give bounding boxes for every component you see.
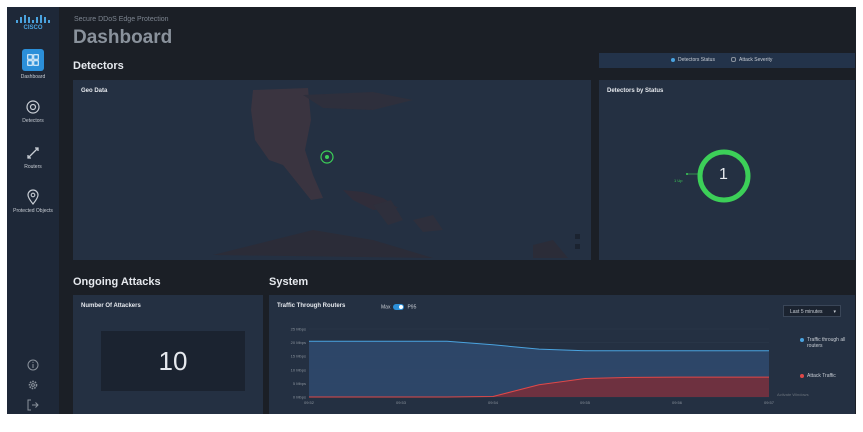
sidebar-item-label: Dashboard: [20, 74, 46, 80]
protected-objects-icon: [27, 189, 39, 205]
geo-data-panel: Geo Data: [73, 80, 591, 260]
detectors-by-status-panel: Detectors by Status 1 1 Up: [599, 80, 855, 260]
y-tick-label: 0 Mbps: [293, 395, 306, 400]
toggle-option-label: Attack Severity: [739, 57, 773, 63]
toggle-option-label: Detectors Status: [678, 57, 715, 63]
traffic-through-routers-panel: Traffic Through Routers Max P95 Last 5 mi…: [269, 295, 855, 414]
y-tick-label: 15 Mbps: [291, 354, 306, 359]
x-tick-label: 09:53: [396, 400, 407, 405]
map-zoom-in-button: [575, 234, 580, 239]
legend-item-traffic: Traffic through all routers: [800, 337, 847, 349]
detectors-heading: Detectors: [73, 60, 124, 72]
series-line-1: [309, 376, 769, 398]
status-donut-value: 1: [719, 166, 728, 183]
status-donut-ring: [697, 149, 751, 203]
sidebar-item-dashboard[interactable]: Dashboard: [7, 49, 59, 80]
app-window: cisco Dashboard Detectors Routers Protec…: [7, 7, 856, 414]
map-zoom-out-button: [575, 244, 580, 249]
windows-watermark: Activate Windows: [777, 392, 809, 397]
detectors-view-toggle: Detectors Status Attack Severity: [599, 53, 855, 68]
product-subtitle: Secure DDoS Edge Protection: [74, 16, 169, 23]
sidebar-item-label: Protected Objects: [13, 208, 53, 214]
y-tick-label: 25 Mbps: [291, 327, 306, 332]
sidebar-item-routers[interactable]: Routers: [7, 145, 59, 170]
toggle-option-attack-severity[interactable]: Attack Severity: [731, 57, 772, 63]
detector-location-marker: [320, 150, 334, 164]
series-line-0: [309, 340, 769, 352]
brand-text: cisco: [23, 25, 43, 31]
series-area-1: [309, 377, 769, 397]
logout-icon[interactable]: [26, 398, 40, 412]
y-tick-label: 20 Mbps: [291, 340, 306, 345]
panel-title: Detectors by Status: [607, 88, 664, 94]
time-range-select[interactable]: Last 5 minutes ▾: [783, 305, 841, 317]
sidebar-item-protected-objects[interactable]: Protected Objects: [7, 189, 59, 214]
sidebar-item-label: Routers: [24, 164, 42, 170]
detectors-icon: [26, 100, 40, 114]
time-range-value: Last 5 minutes: [790, 309, 823, 315]
number-of-attackers-panel: Number Of Attackers 10: [73, 295, 263, 414]
legend-label: Traffic through all routers: [807, 337, 846, 349]
y-tick-label: 5 Mbps: [293, 381, 306, 386]
status-donut-legend: 1 Up: [674, 178, 683, 183]
x-tick-label: 09:56: [672, 400, 683, 405]
switch-label-max: Max: [381, 304, 391, 311]
switch-label-p95: P95: [407, 304, 417, 311]
toggle-option-detectors-status[interactable]: Detectors Status: [671, 57, 715, 63]
cisco-logo: cisco: [15, 15, 51, 37]
x-tick-label: 09:52: [304, 400, 315, 405]
chevron-down-icon: ▾: [833, 309, 836, 315]
system-heading: System: [269, 276, 309, 288]
dashboard-icon: [27, 54, 39, 66]
legend-item-attack: Attack Traffic: [800, 373, 847, 379]
x-tick-label: 09:54: [488, 400, 499, 405]
attackers-count: 10: [101, 331, 245, 391]
x-tick-label: 09:55: [580, 400, 591, 405]
x-tick-label: 09:57: [764, 400, 775, 405]
gear-icon[interactable]: [26, 378, 40, 392]
main-content: Secure DDoS Edge Protection Dashboard De…: [59, 7, 856, 414]
panel-title: Geo Data: [81, 88, 108, 94]
routers-icon: [27, 147, 39, 159]
sidebar-item-label: Detectors: [22, 118, 44, 124]
panel-title: Number Of Attackers: [81, 303, 141, 309]
traffic-chart: 25 Mbps 20 Mbps 15 Mbps 10 Mbps 5 Mbps 0 Mbps…: [291, 327, 775, 406]
legend-label: Attack Traffic: [807, 373, 836, 379]
geo-map[interactable]: [73, 80, 591, 260]
ongoing-attacks-heading: Ongoing Attacks: [73, 276, 161, 288]
panel-title: Traffic Through Routers: [277, 303, 346, 309]
sidebar: cisco Dashboard Detectors Routers Protec…: [7, 7, 59, 414]
info-icon[interactable]: [26, 358, 40, 372]
max-p95-switch[interactable]: Max P95: [381, 304, 416, 310]
status-donut-chart: [686, 149, 751, 203]
sidebar-item-detectors[interactable]: Detectors: [7, 99, 59, 124]
y-tick-label: 10 Mbps: [291, 367, 306, 372]
page-title: Dashboard: [73, 27, 173, 48]
